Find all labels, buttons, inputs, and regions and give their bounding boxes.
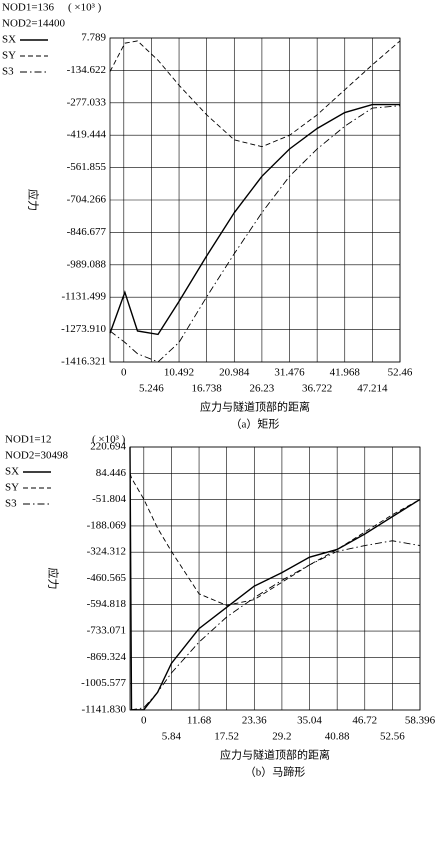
x-tick-label: 52.46 xyxy=(388,367,413,379)
caption: （a）矩形 xyxy=(231,418,280,431)
x-tick-label: 11.68 xyxy=(187,715,212,727)
series-line xyxy=(129,473,421,606)
x-tick-label: 16.738 xyxy=(192,383,223,395)
x-tick-label: 20.984 xyxy=(219,367,250,379)
x-tick-label: 41.968 xyxy=(330,367,361,379)
legend-label: SY xyxy=(5,482,19,494)
x-tick-label: 29.2 xyxy=(272,731,291,743)
legend-label: SY xyxy=(2,50,16,62)
node-label: NOD2=14400 xyxy=(2,18,66,30)
legend-label: SX xyxy=(5,466,19,478)
legend-label: S3 xyxy=(5,498,17,510)
x-tick-label: 58.396 xyxy=(405,715,436,727)
x-tick-label: 5.84 xyxy=(162,731,182,743)
y-tick-label: -704.266 xyxy=(67,194,107,206)
x-tick-label: 17.52 xyxy=(214,731,239,743)
y-tick-label: -594.818 xyxy=(87,598,127,610)
y-tick-label: 84.446 xyxy=(96,467,127,479)
y-tick-label: -1141.830 xyxy=(81,704,126,716)
y-tick-label: -277.033 xyxy=(67,96,107,108)
plot-frame xyxy=(109,37,401,363)
node-label: NOD1=12 xyxy=(5,434,52,446)
x-tick-label: 31.476 xyxy=(274,367,305,379)
x-axis-label: 应力与隧道顶部的距离 xyxy=(220,748,330,762)
x-axis-label: 应力与隧道顶部的距离 xyxy=(200,400,310,414)
legend-label: S3 xyxy=(2,66,14,78)
y-tick-label: -869.324 xyxy=(87,651,127,663)
y-tick-label: -419.444 xyxy=(67,129,107,141)
y-tick-label: -1416.321 xyxy=(61,356,106,368)
x-tick-label: 0 xyxy=(121,367,127,379)
legend-label: SX xyxy=(2,34,16,46)
y-tick-label: 7.789 xyxy=(81,32,106,44)
x-tick-label: 47.214 xyxy=(357,383,388,395)
y-axis-label: 应力 xyxy=(46,568,60,590)
y-tick-label: -846.677 xyxy=(67,226,107,238)
x-tick-label: 46.72 xyxy=(352,715,377,727)
series-line xyxy=(109,103,400,336)
unit-label: ( ×10³ ) xyxy=(92,434,126,446)
caption: （b）马蹄形 xyxy=(245,765,306,779)
y-tick-label: -188.069 xyxy=(87,519,127,531)
y-tick-label: -561.855 xyxy=(67,161,107,173)
x-tick-label: 5.246 xyxy=(139,383,164,395)
series-line xyxy=(109,40,401,148)
y-axis-label: 应力 xyxy=(26,189,40,211)
x-tick-label: 40.88 xyxy=(325,731,350,743)
x-tick-label: 10.492 xyxy=(164,367,194,379)
series-line xyxy=(109,105,401,363)
y-tick-label: -989.088 xyxy=(67,258,107,270)
plot-frame xyxy=(129,446,421,711)
unit-label: ( ×10³ ) xyxy=(68,2,102,14)
x-tick-label: 26.23 xyxy=(250,383,275,395)
y-tick-label: -1131.499 xyxy=(61,291,106,303)
y-tick-label: -460.565 xyxy=(87,572,127,584)
y-tick-label: -51.804 xyxy=(92,493,126,505)
x-tick-label: 52.56 xyxy=(380,731,405,743)
x-tick-label: 35.04 xyxy=(297,715,322,727)
series-line xyxy=(129,447,421,711)
node-label: NOD1=136 xyxy=(2,2,55,14)
series-line xyxy=(130,540,421,711)
x-tick-label: 0 xyxy=(141,715,147,727)
y-tick-label: -733.071 xyxy=(87,625,126,637)
y-tick-label: -1273.910 xyxy=(61,323,106,335)
y-tick-label: -324.312 xyxy=(87,546,126,558)
x-tick-label: 23.36 xyxy=(242,715,267,727)
x-tick-label: 36.722 xyxy=(302,383,332,395)
node-label: NOD2=30498 xyxy=(5,450,69,462)
y-tick-label: -1005.577 xyxy=(81,677,126,689)
y-tick-label: 220.694 xyxy=(90,441,126,453)
y-tick-label: -134.622 xyxy=(67,64,106,76)
